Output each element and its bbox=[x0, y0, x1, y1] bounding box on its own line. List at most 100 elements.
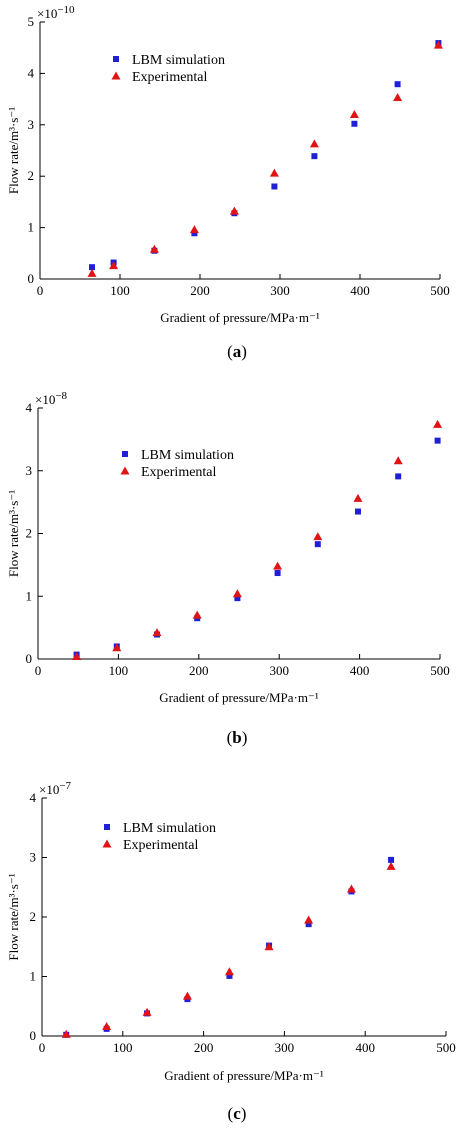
experimental-point bbox=[109, 261, 119, 270]
simulation-point bbox=[394, 81, 401, 88]
caption-letter: a bbox=[232, 342, 242, 361]
x-tick-label: 0 bbox=[37, 283, 44, 298]
y-tick-label: 2 bbox=[28, 168, 35, 183]
y-axis-label: Flow rate/m³·s⁻¹ bbox=[6, 490, 21, 577]
simulation-point bbox=[274, 570, 281, 577]
experimental-point bbox=[269, 168, 279, 177]
x-tick-label: 100 bbox=[109, 663, 129, 678]
multiplier-exponent: −10 bbox=[57, 4, 75, 16]
y-tick-label: 1 bbox=[30, 969, 37, 984]
multiplier-exponent: −8 bbox=[55, 390, 67, 402]
experimental-point bbox=[304, 915, 314, 924]
legend-simulation-marker bbox=[113, 56, 119, 62]
y-tick-label: 1 bbox=[26, 588, 33, 603]
legend-simulation-marker bbox=[122, 451, 128, 457]
chart-c: 0 100 200 300 400 500 0 1 2 3 4×10−7 Gradient of pr… bbox=[6, 780, 456, 1083]
y-tick-label: 1 bbox=[28, 220, 35, 235]
experimental-point bbox=[349, 110, 359, 119]
legend-experimental-label: Experimental bbox=[141, 465, 217, 480]
experimental-point bbox=[229, 206, 239, 215]
legend-experimental-marker bbox=[120, 466, 130, 475]
experimental-point bbox=[313, 532, 323, 541]
y-tick-label: 3 bbox=[28, 117, 35, 132]
legend-simulation-label: LBM simulation bbox=[123, 821, 216, 836]
x-tick-label: 400 bbox=[355, 1040, 375, 1055]
experimental-point bbox=[189, 225, 199, 234]
x-tick-label: 500 bbox=[430, 663, 450, 678]
simulation-point bbox=[395, 473, 402, 480]
y-scale-multiplier: ×10−10 bbox=[37, 4, 75, 21]
experimental-point bbox=[182, 991, 192, 1000]
experimental-point bbox=[433, 419, 443, 428]
x-tick-label: 0 bbox=[35, 663, 42, 678]
simulation-point bbox=[314, 541, 321, 548]
x-tick-label: 300 bbox=[270, 283, 290, 298]
simulation-point bbox=[191, 230, 198, 237]
experimental-point bbox=[192, 610, 202, 619]
y-scale-multiplier: ×10−7 bbox=[39, 780, 72, 797]
legend-simulation-label: LBM simulation bbox=[141, 448, 234, 463]
y-tick-label: 0 bbox=[30, 1028, 37, 1043]
x-tick-label: 400 bbox=[350, 283, 370, 298]
x-tick-label: 500 bbox=[430, 283, 450, 298]
experimental-point bbox=[353, 493, 363, 502]
experimental-point bbox=[72, 651, 82, 660]
caption-a: (a) bbox=[227, 342, 247, 361]
y-tick-label: 2 bbox=[26, 526, 33, 541]
legend-simulation-label: LBM simulation bbox=[132, 53, 225, 68]
x-tick-label: 200 bbox=[194, 1040, 214, 1055]
caption-letter: b bbox=[232, 728, 242, 747]
y-tick-label: 3 bbox=[26, 463, 33, 478]
y-tick-label: 0 bbox=[28, 271, 35, 286]
multiplier-base: ×10 bbox=[39, 782, 59, 797]
simulation-point bbox=[271, 183, 278, 190]
experimental-point bbox=[433, 40, 443, 49]
simulation-point bbox=[226, 972, 233, 979]
simulation-point bbox=[434, 437, 441, 444]
x-axis-label: Gradient of pressure/MPa·m⁻¹ bbox=[160, 310, 320, 325]
y-scale-multiplier: ×10−8 bbox=[35, 390, 68, 407]
experimental-point bbox=[149, 244, 159, 253]
legend-simulation-marker bbox=[104, 824, 110, 830]
y-tick-label: 4 bbox=[30, 790, 37, 805]
legend-experimental-label: Experimental bbox=[132, 70, 208, 85]
chart-a: 0 100 200 300 400 500 0 1 2 3 4 5×10−10 Gradient of … bbox=[6, 4, 450, 325]
x-tick-label: 200 bbox=[190, 283, 210, 298]
y-axis-label: Flow rate/m³·s⁻¹ bbox=[6, 107, 21, 194]
experimental-point bbox=[224, 967, 234, 976]
multiplier-base: ×10 bbox=[37, 6, 57, 21]
legend-experimental-marker bbox=[111, 71, 121, 80]
simulation-point bbox=[311, 153, 318, 160]
experimental-point bbox=[87, 268, 97, 277]
experimental-point bbox=[102, 1021, 112, 1030]
experimental-point bbox=[264, 942, 274, 951]
experimental-point bbox=[232, 589, 242, 598]
experimental-point bbox=[273, 561, 283, 570]
experimental-point bbox=[386, 861, 396, 870]
x-tick-label: 100 bbox=[110, 283, 130, 298]
y-tick-label: 4 bbox=[26, 400, 33, 415]
x-tick-label: 400 bbox=[350, 663, 370, 678]
simulation-point bbox=[89, 264, 95, 271]
x-tick-label: 100 bbox=[113, 1040, 133, 1055]
y-tick-label: 4 bbox=[28, 65, 35, 80]
experimental-point bbox=[393, 93, 403, 102]
y-tick-label: 0 bbox=[26, 651, 33, 666]
x-axis-label: Gradient of pressure/MPa·m⁻¹ bbox=[159, 690, 319, 705]
chart-b: 0 100 200 300 400 500 0 1 2 3 4×10−8 Gradient of pr… bbox=[6, 390, 450, 705]
experimental-point bbox=[152, 628, 162, 637]
x-tick-label: 0 bbox=[39, 1040, 46, 1055]
simulation-point bbox=[305, 921, 312, 928]
y-tick-label: 3 bbox=[30, 850, 37, 865]
experimental-point bbox=[112, 643, 122, 652]
simulation-point bbox=[388, 856, 395, 863]
simulation-point bbox=[351, 120, 358, 127]
experimental-point bbox=[393, 456, 403, 465]
multiplier-base: ×10 bbox=[35, 392, 55, 407]
y-tick-label: 5 bbox=[28, 14, 35, 29]
y-axis-label: Flow rate/m³·s⁻¹ bbox=[6, 873, 21, 960]
x-tick-label: 500 bbox=[436, 1040, 456, 1055]
simulation-point bbox=[234, 595, 241, 602]
x-tick-label: 300 bbox=[275, 1040, 295, 1055]
simulation-point bbox=[354, 508, 361, 515]
